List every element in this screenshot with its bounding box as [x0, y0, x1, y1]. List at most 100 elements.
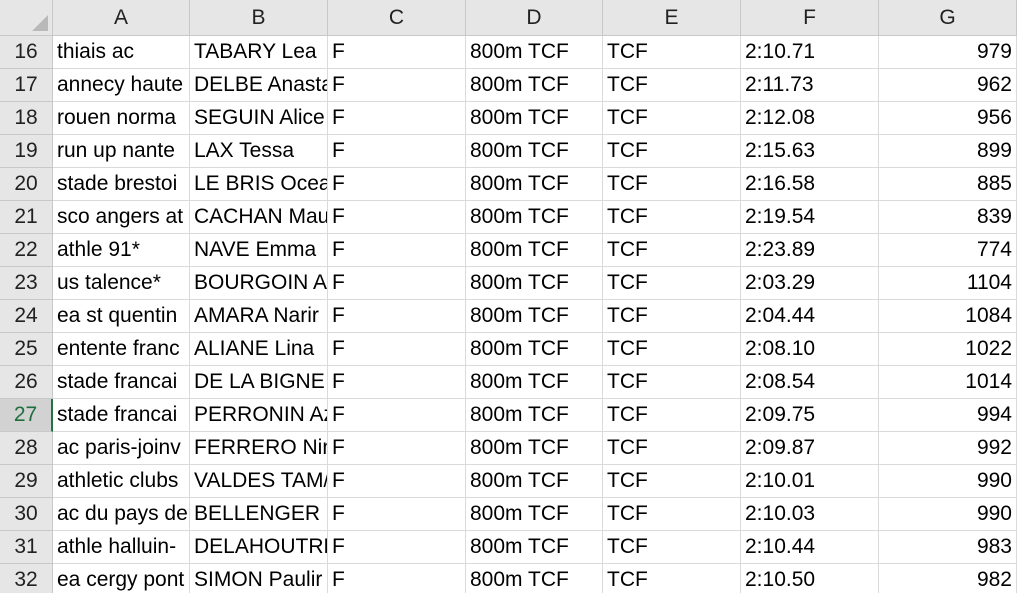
cell-b[interactable]: BELLENGER N: [190, 498, 328, 531]
cell-d[interactable]: 800m TCF: [466, 366, 603, 399]
cell-g[interactable]: 839: [879, 201, 1017, 234]
cell-a[interactable]: entente franc: [53, 333, 190, 366]
cell-g[interactable]: 1084: [879, 300, 1017, 333]
row-header[interactable]: 23: [0, 267, 53, 300]
cell-c[interactable]: F: [328, 432, 466, 465]
cell-b[interactable]: LE BRIS Ocea: [190, 168, 328, 201]
cell-c[interactable]: F: [328, 36, 466, 69]
row-header[interactable]: 22: [0, 234, 53, 267]
cell-g[interactable]: 1022: [879, 333, 1017, 366]
cell-b[interactable]: NAVE Emma: [190, 234, 328, 267]
cell-a[interactable]: athle halluin-: [53, 531, 190, 564]
cell-b[interactable]: DELBE Anasta: [190, 69, 328, 102]
column-header-c[interactable]: C: [328, 0, 466, 36]
cell-d[interactable]: 800m TCF: [466, 102, 603, 135]
column-header-a[interactable]: A: [53, 0, 190, 36]
cell-e[interactable]: TCF: [603, 432, 741, 465]
cell-e[interactable]: TCF: [603, 498, 741, 531]
cell-c[interactable]: F: [328, 564, 466, 593]
cell-e[interactable]: TCF: [603, 399, 741, 432]
cell-f[interactable]: 2:09.87: [741, 432, 879, 465]
cell-b[interactable]: AMARA Narir: [190, 300, 328, 333]
cell-a[interactable]: stade brestoi: [53, 168, 190, 201]
row-header[interactable]: 18: [0, 102, 53, 135]
row-header[interactable]: 16: [0, 36, 53, 69]
cell-g[interactable]: 983: [879, 531, 1017, 564]
cell-c[interactable]: F: [328, 300, 466, 333]
cell-c[interactable]: F: [328, 201, 466, 234]
row-header[interactable]: 19: [0, 135, 53, 168]
column-header-f[interactable]: F: [741, 0, 879, 36]
cell-b[interactable]: PERRONIN Az: [190, 399, 328, 432]
cell-f[interactable]: 2:10.71: [741, 36, 879, 69]
row-header[interactable]: 29: [0, 465, 53, 498]
cell-e[interactable]: TCF: [603, 201, 741, 234]
cell-a[interactable]: stade francai: [53, 399, 190, 432]
cell-e[interactable]: TCF: [603, 531, 741, 564]
cell-e[interactable]: TCF: [603, 333, 741, 366]
cell-f[interactable]: 2:12.08: [741, 102, 879, 135]
cell-f[interactable]: 2:16.58: [741, 168, 879, 201]
cell-g[interactable]: 885: [879, 168, 1017, 201]
cell-g[interactable]: 774: [879, 234, 1017, 267]
cell-a[interactable]: athle 91*: [53, 234, 190, 267]
cell-e[interactable]: TCF: [603, 135, 741, 168]
column-header-g[interactable]: G: [879, 0, 1017, 36]
cell-f[interactable]: 2:09.75: [741, 399, 879, 432]
cell-a[interactable]: rouen norma: [53, 102, 190, 135]
cell-e[interactable]: TCF: [603, 69, 741, 102]
row-header[interactable]: 21: [0, 201, 53, 234]
cell-f[interactable]: 2:23.89: [741, 234, 879, 267]
cell-d[interactable]: 800m TCF: [466, 465, 603, 498]
cell-e[interactable]: TCF: [603, 564, 741, 593]
cell-f[interactable]: 2:10.03: [741, 498, 879, 531]
cell-b[interactable]: VALDES TAM/: [190, 465, 328, 498]
cell-g[interactable]: 979: [879, 36, 1017, 69]
cell-c[interactable]: F: [328, 498, 466, 531]
cell-f[interactable]: 2:10.50: [741, 564, 879, 593]
cell-e[interactable]: TCF: [603, 234, 741, 267]
cell-g[interactable]: 990: [879, 465, 1017, 498]
row-header[interactable]: 27: [0, 399, 53, 432]
cell-d[interactable]: 800m TCF: [466, 531, 603, 564]
cell-g[interactable]: 956: [879, 102, 1017, 135]
cell-g[interactable]: 899: [879, 135, 1017, 168]
cell-e[interactable]: TCF: [603, 267, 741, 300]
column-header-d[interactable]: D: [466, 0, 603, 36]
cell-e[interactable]: TCF: [603, 36, 741, 69]
cell-d[interactable]: 800m TCF: [466, 267, 603, 300]
select-all-button[interactable]: [0, 0, 53, 36]
cell-b[interactable]: FERRERO Nin: [190, 432, 328, 465]
cell-c[interactable]: F: [328, 531, 466, 564]
cell-d[interactable]: 800m TCF: [466, 168, 603, 201]
cell-d[interactable]: 800m TCF: [466, 498, 603, 531]
cell-e[interactable]: TCF: [603, 465, 741, 498]
cell-a[interactable]: ac du pays de: [53, 498, 190, 531]
cell-g[interactable]: 1104: [879, 267, 1017, 300]
column-header-b[interactable]: B: [190, 0, 328, 36]
cell-e[interactable]: TCF: [603, 300, 741, 333]
cell-c[interactable]: F: [328, 399, 466, 432]
cell-b[interactable]: LAX Tessa: [190, 135, 328, 168]
cell-b[interactable]: SIMON Paulir: [190, 564, 328, 593]
cell-d[interactable]: 800m TCF: [466, 201, 603, 234]
cell-c[interactable]: F: [328, 366, 466, 399]
cell-d[interactable]: 800m TCF: [466, 333, 603, 366]
cell-a[interactable]: stade francai: [53, 366, 190, 399]
cell-g[interactable]: 962: [879, 69, 1017, 102]
cell-e[interactable]: TCF: [603, 366, 741, 399]
row-header[interactable]: 25: [0, 333, 53, 366]
cell-g[interactable]: 990: [879, 498, 1017, 531]
cell-b[interactable]: BOURGOIN A: [190, 267, 328, 300]
cell-f[interactable]: 2:04.44: [741, 300, 879, 333]
cell-a[interactable]: us talence*: [53, 267, 190, 300]
cell-c[interactable]: F: [328, 69, 466, 102]
cell-c[interactable]: F: [328, 333, 466, 366]
row-header[interactable]: 24: [0, 300, 53, 333]
cell-a[interactable]: sco angers at: [53, 201, 190, 234]
cell-c[interactable]: F: [328, 465, 466, 498]
cell-c[interactable]: F: [328, 267, 466, 300]
cell-b[interactable]: ALIANE Lina: [190, 333, 328, 366]
cell-f[interactable]: 2:03.29: [741, 267, 879, 300]
cell-f[interactable]: 2:11.73: [741, 69, 879, 102]
